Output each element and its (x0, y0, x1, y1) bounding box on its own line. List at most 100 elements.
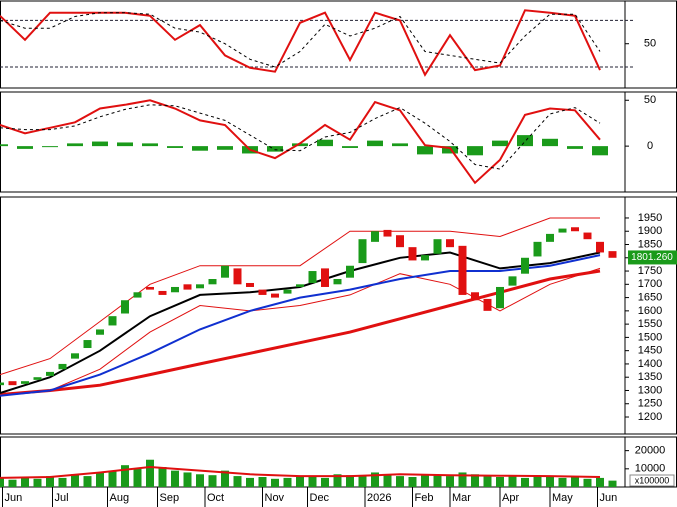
histogram-bar (417, 146, 433, 155)
x-tick-label: Oct (207, 492, 224, 504)
y-tick-label: 1250 (638, 398, 662, 410)
indicator-line (0, 269, 601, 396)
histogram-bar (492, 140, 508, 147)
candle (346, 265, 354, 278)
histogram-bar (142, 143, 158, 147)
indicator-line (0, 104, 601, 170)
histogram-bar (92, 141, 108, 147)
candle (33, 377, 42, 380)
histogram-bar (342, 146, 358, 148)
y-tick-label: 1550 (638, 318, 662, 330)
histogram-bar (467, 146, 483, 156)
volume-bar (221, 470, 229, 487)
volume-bar (558, 477, 567, 487)
x-tick-label: May (552, 492, 573, 504)
x-tick-label: Aug (110, 492, 130, 504)
indicator-line (0, 99, 601, 185)
y-tick-label: 1500 (638, 331, 662, 343)
candle (446, 239, 454, 248)
panel-frame (0, 0, 677, 89)
x-tick-label: Dec (310, 492, 330, 504)
volume-bar (583, 478, 592, 487)
y-tick-label: 1650 (638, 291, 662, 303)
volume-bar (158, 467, 167, 487)
candle (271, 293, 279, 298)
volume-bar (471, 474, 479, 487)
histogram-bar (267, 146, 283, 152)
candle (121, 300, 129, 314)
histogram-bar (17, 146, 33, 149)
candle (608, 251, 617, 258)
volume-bar (533, 475, 542, 487)
candle (71, 353, 79, 359)
volume-bar (596, 477, 604, 487)
y-tick-label: 20000 (635, 445, 666, 457)
volume-bar (333, 474, 342, 487)
histogram-bar (0, 144, 8, 147)
volume-bar (421, 474, 429, 487)
volume-bar (183, 472, 192, 487)
volume-bar (133, 468, 142, 487)
volume-bar (121, 465, 129, 487)
histogram-bar (42, 146, 58, 148)
indicator-line (0, 254, 601, 397)
x-tick-label: Feb (415, 492, 434, 504)
histogram-bar (542, 138, 558, 147)
volume-bar (196, 474, 204, 487)
last-price-label: 1801.260 (631, 252, 673, 263)
histogram-bar (292, 143, 308, 147)
candle (471, 292, 479, 301)
volume-bar (171, 470, 179, 487)
candle (508, 276, 517, 286)
volume-bar (246, 477, 254, 487)
candle (396, 235, 404, 248)
volume-bar (233, 476, 242, 487)
candle (58, 363, 67, 370)
candle (333, 279, 342, 285)
y-tick-label: 1200 (638, 411, 662, 423)
volume-bar (608, 480, 617, 487)
y-tick-label: 50 (644, 38, 656, 50)
volume-bar (283, 477, 292, 487)
candle (146, 286, 154, 290)
volume-bar (358, 476, 367, 487)
candle (283, 289, 292, 294)
histogram-bar (117, 142, 133, 147)
x-tick-label: Mar (452, 492, 471, 504)
candle (458, 245, 467, 295)
candle (583, 232, 592, 240)
y-tick-label: 1450 (638, 345, 662, 357)
candle (433, 239, 442, 254)
indicator-line (0, 12, 601, 68)
candle (421, 255, 429, 261)
volume-bar (521, 477, 529, 487)
volume-bar (108, 470, 117, 487)
x-tick-label: 2026 (367, 492, 391, 504)
candle (108, 316, 117, 326)
candle (0, 382, 4, 386)
x-tick-label: Apr (502, 492, 519, 504)
y-tick-label: 50 (644, 94, 656, 106)
candle (308, 271, 317, 283)
volume-bar (546, 477, 554, 487)
y-tick-label: 10000 (635, 463, 666, 475)
candle (96, 329, 104, 335)
volume-ma (0, 465, 601, 479)
y-tick-label: 1300 (638, 384, 662, 396)
candle (596, 241, 604, 253)
candle (233, 268, 242, 285)
candle (208, 279, 217, 285)
volume-bar (433, 475, 442, 487)
candle (571, 227, 579, 232)
y-tick-label: 1350 (638, 371, 662, 383)
candle (408, 247, 417, 261)
candle (158, 290, 167, 295)
y-tick-label: 1600 (638, 305, 662, 317)
candle (83, 340, 92, 349)
volume-bar (208, 475, 217, 487)
volume-bar (146, 459, 154, 487)
volume-bar (321, 477, 329, 487)
volume-bar (96, 472, 104, 487)
candle (383, 229, 392, 237)
histogram-bar (592, 146, 608, 156)
